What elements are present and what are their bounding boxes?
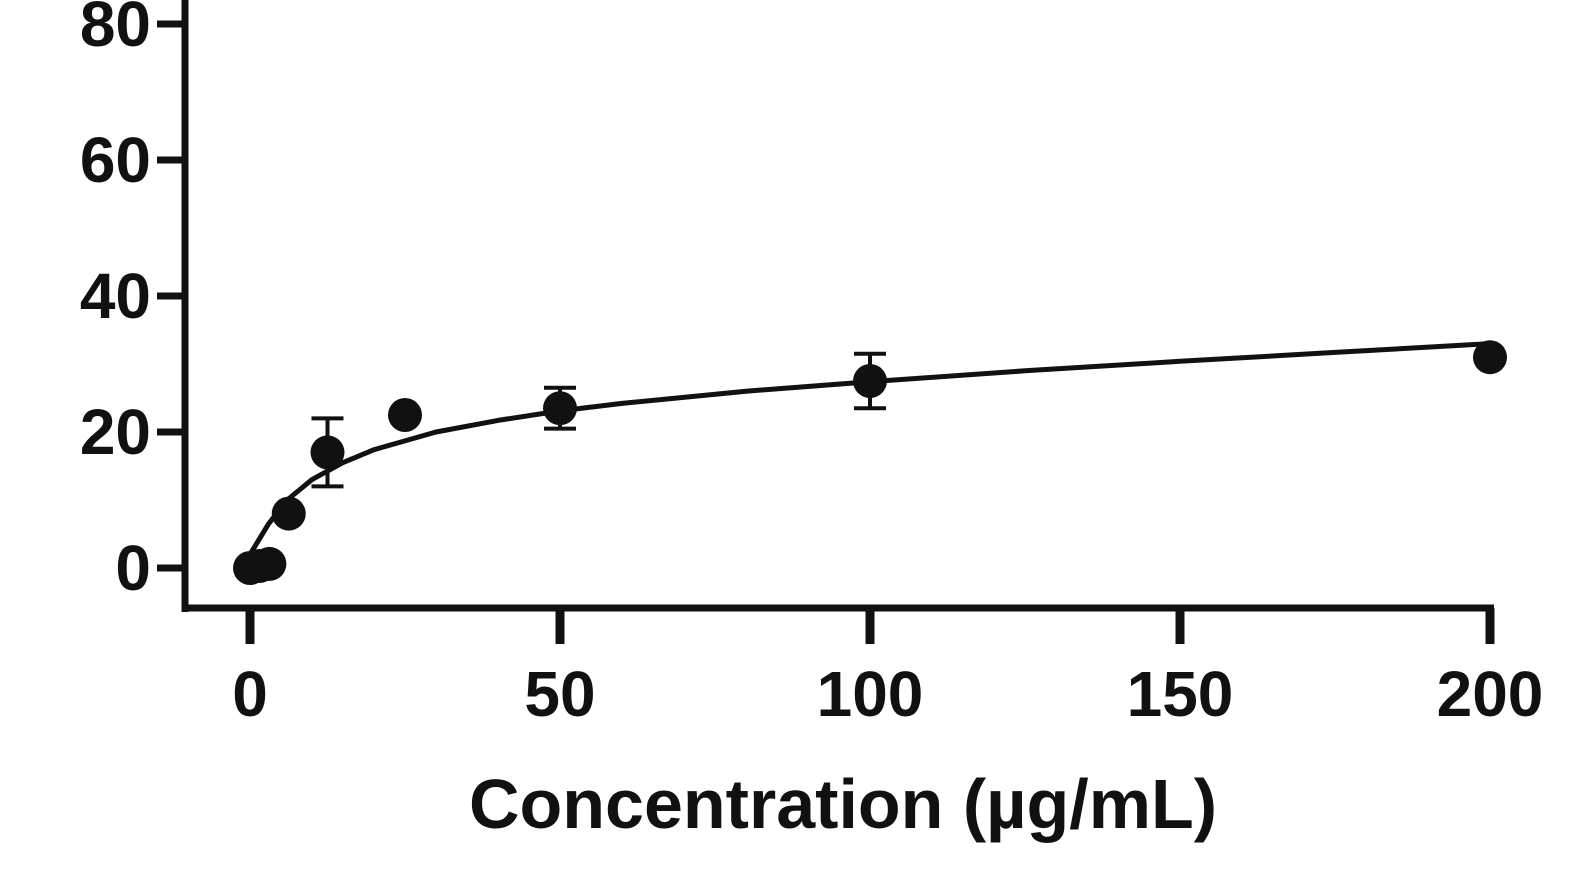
y-tick-label-40: 40 [80,260,151,332]
x-tick-label-100: 100 [817,658,924,730]
data-points-layer [233,340,1507,585]
data-point-7 [853,364,887,398]
x-tick-label-150: 150 [1127,658,1234,730]
tick-labels-layer: 0 20 40 60 80 0 50 100 150 200 [80,0,1544,730]
y-tick-label-0: 0 [115,532,151,604]
scatter-chart: 0 20 40 60 80 0 50 100 150 200 Concentration (µg/… [0,0,1593,873]
x-tick-label-50: 50 [524,658,595,730]
data-point-4 [311,435,345,469]
data-point-6 [543,391,577,425]
data-point-2 [252,547,286,581]
y-tick-label-60: 60 [80,124,151,196]
x-tick-label-200: 200 [1437,658,1544,730]
data-point-3 [272,497,306,531]
data-point-5 [388,398,422,432]
x-axis-title: Concentration (µg/mL) [469,765,1217,843]
chart-container: 0 20 40 60 80 0 50 100 150 200 Concentration (µg/… [0,0,1593,873]
y-tick-label-80: 80 [80,0,151,60]
y-tick-label-20: 20 [80,396,151,468]
data-point-8 [1473,340,1507,374]
x-tick-label-0: 0 [232,658,268,730]
axes-layer [157,0,1494,644]
